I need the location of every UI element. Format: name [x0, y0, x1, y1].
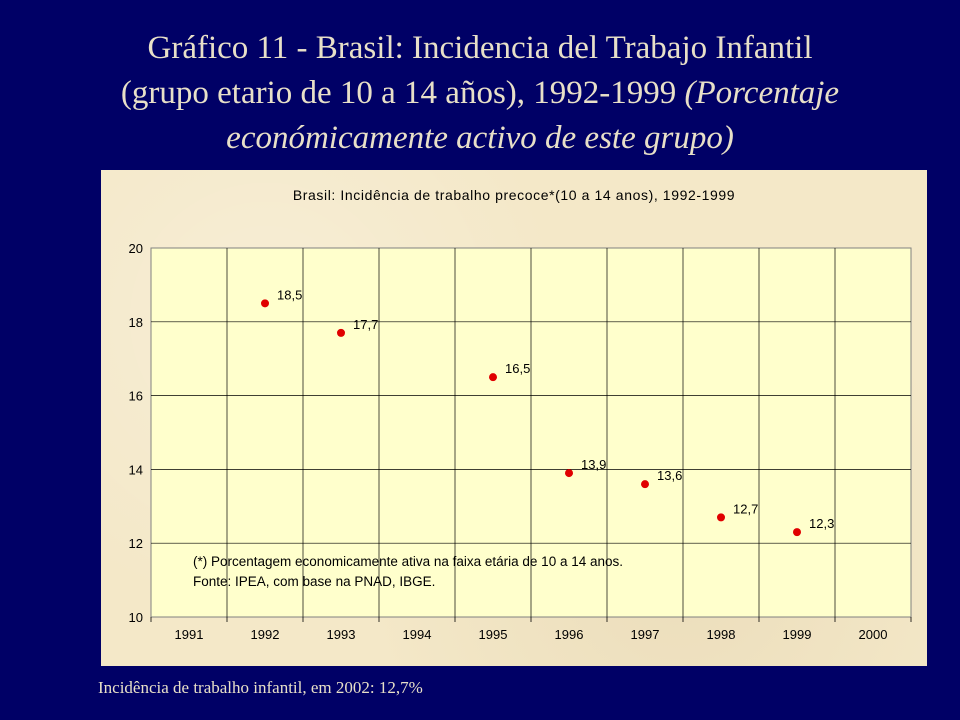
data-point	[337, 328, 345, 337]
y-tick-label: 18	[129, 315, 143, 330]
x-tick-label: 1994	[403, 627, 432, 642]
x-tick-label: 1993	[327, 627, 356, 642]
data-point	[641, 480, 649, 489]
title-line-2: (grupo etario de 10 a 14 años), 1992-199…	[40, 71, 920, 116]
x-tick-label: 1996	[555, 627, 584, 642]
title-line-3: económicamente activo de este grupo)	[226, 120, 734, 156]
data-label: 13,6	[657, 468, 682, 483]
data-point	[261, 299, 269, 308]
y-tick-label: 20	[129, 241, 143, 256]
data-point	[717, 513, 725, 522]
y-tick-label: 14	[129, 462, 143, 477]
chart-annotation: Fonte: IPEA, com base na PNAD, IBGE.	[193, 574, 435, 589]
y-tick-label: 16	[129, 389, 143, 404]
chart-annotation: (*) Porcentagem economicamente ativa na …	[193, 554, 623, 569]
data-point	[565, 469, 573, 478]
slide-title: Gráfico 11 - Brasil: Incidencia del Trab…	[40, 26, 920, 161]
x-tick-label: 1997	[631, 627, 660, 642]
data-label: 12,3	[809, 516, 834, 531]
chart-title: Brasil: Incidência de trabalho precoce*(…	[293, 187, 735, 203]
data-label: 16,5	[505, 361, 530, 376]
chart-panel: Brasil: Incidência de trabalho precoce*(…	[101, 170, 927, 666]
data-point	[793, 528, 801, 537]
data-label: 13,9	[581, 457, 606, 472]
data-point	[489, 373, 497, 382]
x-tick-label: 2000	[859, 627, 888, 642]
x-tick-label: 1991	[175, 627, 204, 642]
x-tick-label: 1995	[479, 627, 508, 642]
data-label: 18,5	[277, 287, 302, 302]
scatter-chart: Brasil: Incidência de trabalho precoce*(…	[129, 187, 912, 642]
y-tick-label: 10	[129, 610, 143, 625]
title-line-1: Gráfico 11 - Brasil: Incidencia del Trab…	[147, 30, 813, 66]
x-tick-label: 1999	[783, 627, 812, 642]
x-tick-label: 1992	[251, 627, 280, 642]
data-label: 17,7	[353, 317, 378, 332]
data-label: 12,7	[733, 501, 758, 516]
footer-note: Incidência de trabalho infantil, em 2002…	[98, 678, 423, 697]
y-tick-label: 12	[129, 536, 143, 551]
title-line-2-plain: (grupo etario de 10 a 14 años), 1992-199…	[120, 75, 685, 111]
title-line-2-italic: (Porcentaje	[684, 75, 840, 111]
x-tick-label: 1998	[707, 627, 736, 642]
